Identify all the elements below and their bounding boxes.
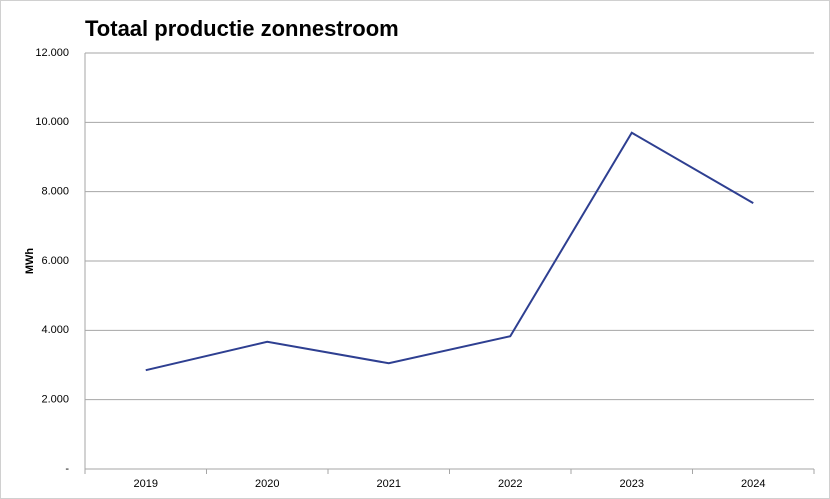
x-tick-label: 2023 xyxy=(620,478,644,490)
x-tick-label: 2019 xyxy=(134,478,158,490)
y-tick-label: 2.000 xyxy=(41,394,69,406)
data-line xyxy=(145,131,754,372)
x-tick-label: 2024 xyxy=(741,478,765,490)
y-axis-label: MWh xyxy=(24,248,36,275)
y-tick-label: 10.000 xyxy=(35,116,69,128)
x-tick-label: 2021 xyxy=(377,478,401,490)
y-tick-label: 8.000 xyxy=(41,186,69,198)
x-tick-label: 2022 xyxy=(498,478,522,490)
chart-title: Totaal productie zonnestroom xyxy=(85,16,399,41)
y-tick-label: 4.000 xyxy=(41,324,69,336)
y-tick-label: 6.000 xyxy=(41,255,69,267)
x-tick-label: 2020 xyxy=(255,478,279,490)
y-tick-label: 12.000 xyxy=(35,47,69,59)
y-tick-label: - xyxy=(65,463,69,475)
